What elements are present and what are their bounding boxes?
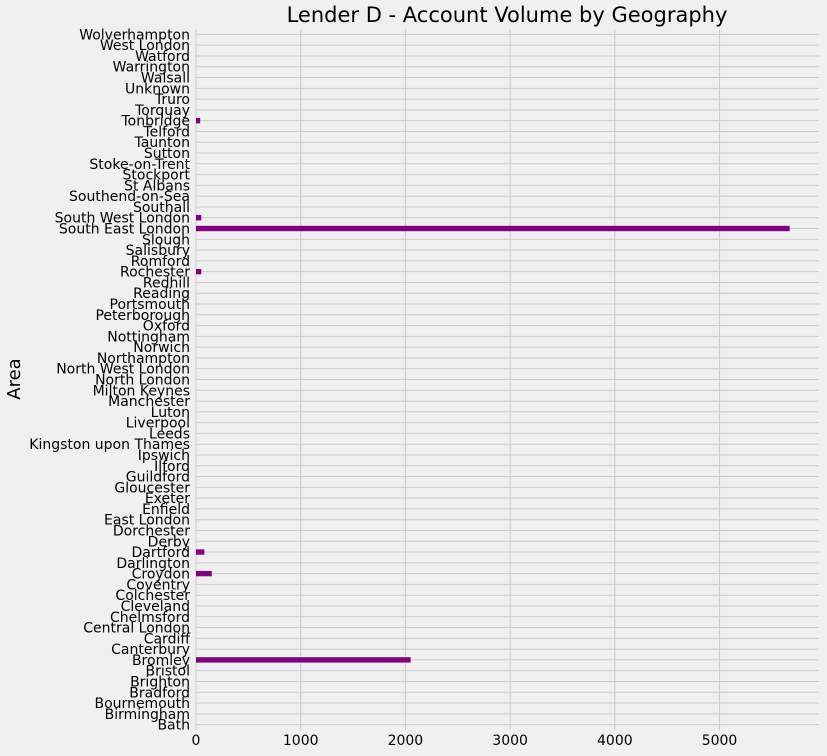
y-tick-label: Liverpool	[126, 416, 190, 432]
y-tick-label: Gloucester	[114, 480, 190, 496]
y-tick-label: Sutton	[144, 146, 190, 162]
bar-dartford	[196, 549, 205, 555]
y-tick-label: Wolverhampton	[79, 27, 190, 43]
x-tick-label: 4000	[597, 733, 633, 749]
y-tick-label: Telford	[142, 124, 190, 140]
y-tick-label: Warrington	[113, 60, 190, 76]
y-tick-label: South East London	[59, 222, 190, 238]
bar-south-east-london	[196, 225, 790, 232]
x-tick-label: 2000	[388, 733, 424, 749]
y-tick-label: West London	[100, 38, 190, 54]
x-tick-label: 0	[192, 733, 201, 749]
y-tick-label: Milton Keynes	[93, 383, 190, 399]
y-tick-label: Bournemouth	[95, 696, 190, 712]
y-tick-label: Canterbury	[111, 642, 190, 658]
x-tick-label: 5000	[702, 733, 738, 749]
y-tick-label: Walsall	[141, 71, 190, 87]
y-tick-label: Cleveland	[121, 599, 190, 615]
y-tick-label: Slough	[142, 232, 190, 248]
y-tick-label: Central London	[83, 621, 190, 637]
y-tick-label: Darlington	[116, 556, 190, 572]
y-tick-label: Guildford	[126, 470, 190, 486]
y-tick-label: Nottingham	[107, 329, 190, 345]
y-tick-label: Unknown	[125, 81, 190, 97]
y-tick-label: Stoke-on-Trent	[89, 157, 190, 173]
y-tick-label: Bromley	[132, 653, 190, 669]
y-tick-label: Truro	[154, 92, 190, 108]
y-tick-label: Romford	[131, 254, 190, 270]
x-tick-label: 1000	[283, 733, 319, 749]
y-tick-label: Dartford	[132, 545, 191, 561]
y-tick-label: Stockport	[123, 168, 191, 184]
y-tick-label: Bristol	[146, 664, 191, 680]
y-tick-labels: BathBirminghamBournemouthBradfordBrighto…	[29, 27, 190, 733]
y-tick-label: Croydon	[132, 567, 190, 583]
y-tick-label: Ipswich	[138, 448, 190, 464]
x-tick-labels: 0 1000 2000 3000 4000 5000	[192, 733, 738, 749]
y-tick-label: Oxford	[143, 319, 190, 335]
y-tick-label: Reading	[133, 286, 190, 302]
y-tick-label: Brighton	[130, 674, 190, 690]
y-tick-label: Salisbury	[126, 243, 190, 259]
bar-croydon	[196, 570, 212, 577]
y-tick-label: North West London	[56, 362, 190, 378]
bar-tonbridge	[196, 117, 201, 124]
y-tick-label: Southend-on-Sea	[69, 189, 190, 205]
y-tick-label: Norwich	[133, 340, 190, 356]
y-tick-label: Manchester	[108, 394, 190, 410]
y-tick-label: Portsmouth	[110, 297, 191, 313]
y-tick-label: Peterborough	[95, 308, 190, 324]
y-tick-label: Chelmsford	[110, 610, 190, 626]
y-tick-label: Torquay	[134, 103, 190, 119]
grid	[195, 29, 819, 730]
y-tick-label: Leeds	[149, 426, 190, 442]
y-tick-label: Birmingham	[105, 707, 190, 723]
y-tick-label: Redhill	[143, 275, 190, 291]
y-tick-label: Dorchester	[113, 523, 190, 539]
y-tick-label: Ilford	[154, 459, 190, 475]
y-tick-label: St Albans	[124, 178, 190, 194]
y-tick-label: Taunton	[134, 135, 191, 151]
bar-south-west-london	[196, 215, 202, 221]
y-tick-label: Coventry	[126, 577, 190, 593]
y-tick-label: Exeter	[145, 491, 190, 507]
bar-rochester	[196, 268, 202, 275]
y-tick-label: East London	[104, 513, 190, 529]
y-tick-label: Bath	[157, 718, 190, 734]
y-tick-label: North London	[95, 373, 190, 389]
y-tick-label: Kingston upon Thames	[29, 437, 190, 453]
y-tick-label: Bradford	[129, 685, 190, 701]
y-tick-label: Rochester	[120, 265, 190, 281]
bars	[196, 117, 790, 663]
y-tick-label: Luton	[151, 405, 190, 421]
y-tick-label: Southall	[133, 200, 190, 216]
y-tick-label: Colchester	[115, 588, 190, 604]
x-tick-label: 3000	[492, 733, 528, 749]
y-tick-label: Tonbridge	[120, 114, 190, 130]
y-tick-label: Watford	[135, 49, 190, 65]
y-tick-label: South West London	[55, 211, 190, 227]
y-tick-label: Enfield	[142, 502, 190, 518]
bar-bromley	[196, 657, 411, 663]
y-tick-label: Northampton	[97, 351, 190, 367]
y-axis-label: Area	[4, 358, 25, 399]
y-tick-label: Derby	[148, 534, 190, 550]
chart-title: Lender D - Account Volume by Geography	[287, 3, 728, 27]
y-tick-label: Cardiff	[144, 631, 191, 647]
